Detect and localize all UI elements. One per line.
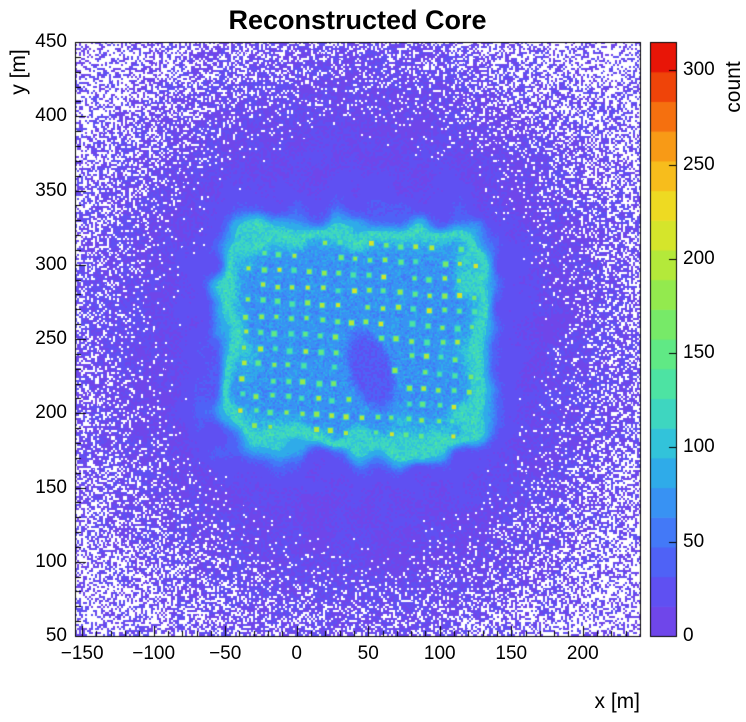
x-tick-label: −150 xyxy=(60,643,104,664)
chart-title: Reconstructed Core xyxy=(228,5,487,35)
x-tick-label: −50 xyxy=(209,643,242,664)
colorbar-tick-label: 250 xyxy=(683,153,715,175)
colorbar-tick-label: 150 xyxy=(683,342,715,364)
y-tick-label: 50 xyxy=(45,625,67,646)
x-tick-label: 50 xyxy=(357,643,379,664)
x-tick-label: 100 xyxy=(423,643,456,664)
y-tick-label: 450 xyxy=(35,31,67,52)
y-tick-label: 250 xyxy=(35,328,67,349)
colorbar-tick-label: 300 xyxy=(683,59,715,81)
x-tick-label: 0 xyxy=(291,643,302,664)
y-tick-label: 200 xyxy=(35,402,67,424)
x-tick-label: −100 xyxy=(132,643,176,664)
colorbar-tick-label: 200 xyxy=(683,247,715,269)
x-axis-label: x [m] xyxy=(594,690,641,713)
y-tick-label: 100 xyxy=(35,550,67,572)
y-tick-label: 300 xyxy=(35,253,67,275)
x-tick-label: 150 xyxy=(495,643,528,664)
colorbar-label: count xyxy=(722,61,745,113)
y-tick-label: 150 xyxy=(35,476,67,498)
colorbar-tick-label: 0 xyxy=(683,625,694,646)
colorbar-tick-label: 100 xyxy=(683,436,715,458)
y-tick-label: 350 xyxy=(35,179,67,201)
x-tick-label: 200 xyxy=(566,643,599,664)
colorbar-tick-label: 50 xyxy=(683,530,705,552)
y-tick-label: 400 xyxy=(35,105,67,127)
